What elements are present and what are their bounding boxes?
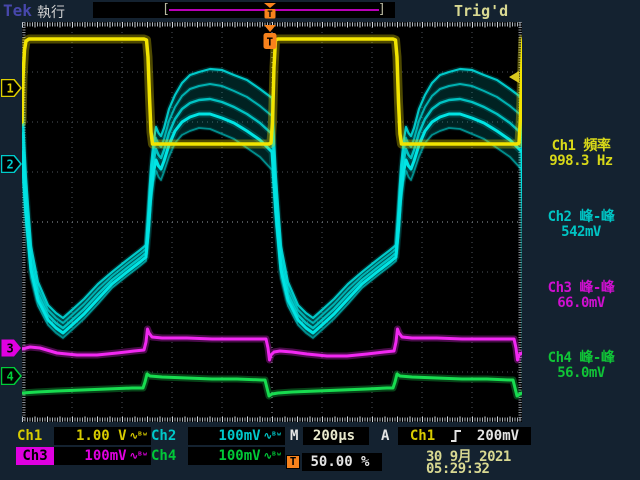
measurement-ch1-frequency: Ch1 頻率 998.3 Hz	[522, 139, 640, 169]
waveform-display: T	[22, 22, 522, 422]
ch4-scale: 100mV	[218, 448, 261, 464]
measurement-value: 998.3 Hz	[549, 153, 613, 169]
ch2-scale: 100mV	[218, 428, 261, 444]
measurement-label: Ch4 峰-峰	[547, 350, 615, 366]
measurement-value: 56.0mV	[557, 365, 605, 381]
ch4-scale-field: 100mV ∿ᴮʷ	[188, 447, 285, 465]
trigger-settings-field: Ch1 200mV	[398, 427, 531, 445]
ch3-scale-field: 100mV ∿ᴮʷ	[54, 447, 151, 465]
ch4-coupling-bandwidth-icon: ∿ᴮʷ	[263, 450, 282, 462]
date: 30 9月 2021	[426, 449, 511, 465]
trigger-position-value: 50.00 %	[310, 454, 370, 470]
ch1-label: Ch1	[17, 428, 43, 444]
record-view-bar: [ ] T	[93, 2, 395, 19]
ch3-label: Ch3	[16, 447, 54, 465]
ch1-coupling-bandwidth-icon: ∿ᴮʷ	[129, 430, 148, 442]
record-trigger-flag-icon: T	[264, 3, 276, 19]
ch3-scale: 100mV	[84, 448, 127, 464]
tek-logo: Tek	[3, 1, 32, 20]
measurement-value: 542mV	[561, 224, 601, 240]
trigger-level: 200mV	[476, 428, 520, 444]
acquisition-status: 執行	[37, 5, 65, 21]
channel-4-marker-icon: 4	[1, 367, 22, 385]
measurement-ch2-peak-to-peak: Ch2 峰-峰 542mV	[522, 210, 640, 240]
measurement-ch3-peak-to-peak: Ch3 峰-峰 66.0mV	[522, 281, 640, 311]
timebase-label: M	[290, 428, 299, 444]
trigger-position-icon: T	[286, 455, 300, 469]
trigger-status: Trig'd	[454, 2, 509, 20]
ch3-coupling-bandwidth-icon: ∿ᴮʷ	[129, 450, 148, 462]
svg-text:T: T	[267, 10, 273, 19]
measurement-label: Ch1 頻率	[551, 138, 611, 154]
ch4-label: Ch4	[151, 448, 177, 464]
svg-text:T: T	[267, 36, 274, 49]
svg-text:2: 2	[7, 158, 14, 172]
channel-1-marker-icon: 1	[1, 79, 22, 97]
measurement-label: Ch3 峰-峰	[547, 280, 615, 296]
trigger-level-arrow-icon	[509, 71, 519, 83]
svg-text:1: 1	[7, 82, 14, 96]
time: 05:29:32	[426, 461, 490, 477]
waveform-traces	[22, 34, 522, 400]
svg-text:3: 3	[7, 342, 14, 356]
channel-2-marker-icon: 2	[1, 155, 22, 173]
measurement-value: 66.0mV	[557, 295, 605, 311]
ch2-scale-field: 100mV ∿ᴮʷ	[188, 427, 285, 445]
svg-text:4: 4	[7, 370, 14, 384]
trigger-position-flag-icon: T	[263, 25, 277, 49]
timebase-value: 200µs	[312, 428, 356, 444]
trigger-source: Ch1	[409, 428, 436, 444]
ch1-scale: 1.00 V	[76, 428, 127, 444]
trigger-position-field: 50.00 %	[302, 453, 382, 471]
trigger-menu-label: A	[381, 428, 390, 444]
rising-edge-icon	[451, 430, 462, 442]
measurement-ch4-peak-to-peak: Ch4 峰-峰 56.0mV	[522, 351, 640, 381]
timebase-field: 200µs	[303, 427, 369, 445]
ch2-label: Ch2	[151, 428, 177, 444]
channel-3-marker-icon: 3	[1, 339, 21, 357]
ch2-coupling-bandwidth-icon: ∿ᴮʷ	[263, 430, 282, 442]
record-window-right-bracket: ]	[378, 2, 386, 17]
record-window-left-bracket: [	[162, 2, 170, 17]
measurement-label: Ch2 峰-峰	[547, 209, 615, 225]
ch1-scale-field: 1.00 V ∿ᴮʷ	[54, 427, 151, 445]
